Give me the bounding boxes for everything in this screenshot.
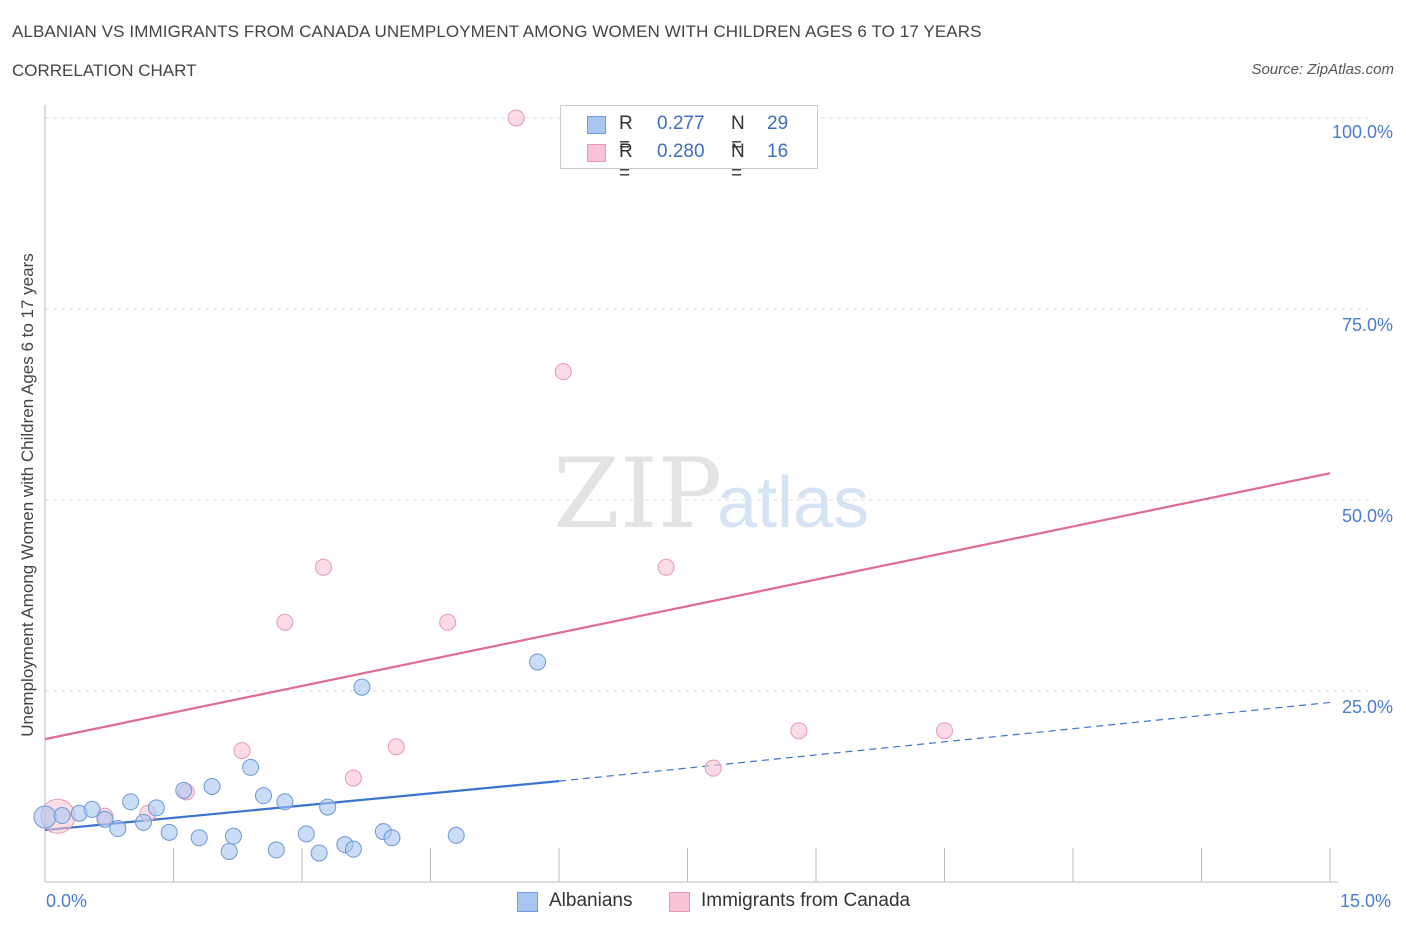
albanians-trend-extension bbox=[558, 701, 1331, 782]
canada-legend-swatch bbox=[669, 892, 690, 912]
albanians-point bbox=[122, 793, 140, 811]
albanians-point bbox=[383, 829, 401, 847]
canada-point bbox=[314, 558, 332, 576]
y-tick-label: 50.0% bbox=[1341, 506, 1393, 526]
n-label: N = bbox=[731, 113, 745, 156]
n-value: 16 bbox=[767, 141, 789, 162]
albanians-point bbox=[276, 793, 294, 811]
albanians-point bbox=[175, 781, 193, 799]
canada-swatch bbox=[587, 144, 606, 162]
albanians-point bbox=[135, 813, 153, 831]
albanians-point bbox=[83, 800, 101, 818]
albanians-point bbox=[297, 825, 315, 843]
y-axis-label: Unemployment Among Women with Children A… bbox=[18, 253, 37, 737]
canada-point bbox=[344, 769, 362, 787]
canada-point bbox=[936, 722, 953, 740]
albanians-point bbox=[96, 810, 114, 828]
r-value: 0.280 bbox=[657, 141, 705, 162]
albanians-point bbox=[344, 840, 362, 858]
albanians-point bbox=[310, 844, 328, 862]
albanians-point bbox=[190, 829, 208, 847]
canada-trend-line bbox=[44, 472, 1331, 741]
canada-point bbox=[439, 613, 457, 631]
y-tick-label: 25.0% bbox=[1341, 697, 1393, 717]
albanians-legend-swatch bbox=[517, 892, 538, 912]
watermark-zip: ZIP bbox=[553, 438, 722, 550]
canada-point bbox=[704, 759, 722, 777]
albanians-point bbox=[254, 787, 272, 805]
albanians-point bbox=[53, 807, 71, 825]
canada-point bbox=[276, 613, 294, 631]
albanians-swatch bbox=[587, 116, 606, 134]
albanians-point bbox=[109, 820, 127, 838]
gridlines bbox=[45, 117, 1370, 692]
albanians-point bbox=[147, 799, 165, 817]
axes bbox=[44, 105, 1338, 883]
x-tick-label-max: 15.0% bbox=[1340, 891, 1392, 911]
canada-point bbox=[507, 109, 525, 127]
albanians-point bbox=[220, 842, 238, 860]
trend-lines bbox=[44, 472, 1331, 832]
albanians-legend-label: Albanians bbox=[549, 890, 633, 911]
watermark-atlas: atlas bbox=[717, 463, 869, 543]
albanians-point bbox=[319, 798, 337, 816]
albanians-point bbox=[529, 653, 547, 671]
y-tick-label: 100.0% bbox=[1331, 122, 1393, 142]
canada-point bbox=[233, 742, 251, 760]
n-value: 29 bbox=[767, 113, 789, 134]
r-label: R = bbox=[619, 113, 633, 156]
canada-point bbox=[657, 558, 675, 576]
albanians-trend-line bbox=[44, 780, 560, 832]
albanians-point bbox=[242, 758, 260, 776]
chart-subtitle: CORRELATION CHART bbox=[12, 61, 197, 80]
y-tick-label: 75.0% bbox=[1341, 315, 1393, 335]
chart-title: ALBANIAN VS IMMIGRANTS FROM CANADA UNEMP… bbox=[12, 22, 982, 41]
albanians-point bbox=[267, 841, 285, 859]
n-label: N = bbox=[731, 141, 745, 184]
source-credit: Source: ZipAtlas.com bbox=[1251, 61, 1394, 78]
x-tick-label-min: 0.0% bbox=[46, 891, 88, 911]
albanians-point bbox=[203, 778, 221, 795]
albanians-point bbox=[353, 678, 371, 696]
canada-point bbox=[387, 738, 405, 756]
stats-legend: R = 0.277 N = 29 R = 0.280 N = 16 bbox=[560, 105, 818, 184]
r-value: 0.277 bbox=[657, 113, 705, 134]
albanians-point bbox=[160, 823, 178, 841]
r-label: R = bbox=[619, 141, 633, 184]
data-points bbox=[33, 109, 953, 862]
canada-point bbox=[554, 363, 572, 381]
albanians-point-large bbox=[33, 805, 57, 829]
albanians-point bbox=[224, 827, 242, 845]
canada-point bbox=[790, 722, 808, 740]
albanians-point bbox=[447, 826, 465, 844]
canada-legend-label: Immigrants from Canada bbox=[701, 890, 911, 911]
